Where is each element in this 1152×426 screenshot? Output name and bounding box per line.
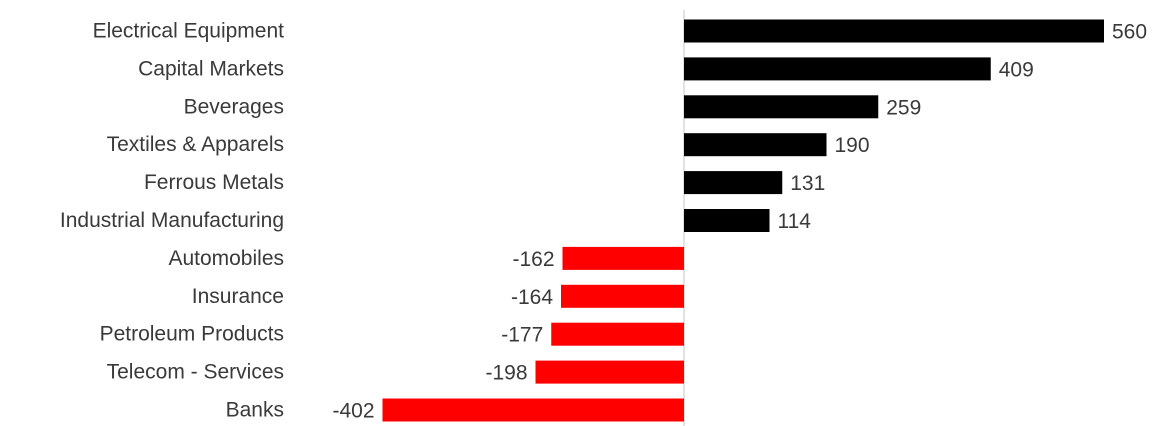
bar-insurance: [561, 284, 684, 308]
bars-group: [382, 19, 1104, 422]
value-label-telecom-services: -198: [485, 362, 527, 385]
category-label-electrical-equipment: Electrical Equipment: [93, 20, 285, 43]
category-label-industrial-manufacturing: Industrial Manufacturing: [60, 209, 284, 232]
category-label-automobiles: Automobiles: [168, 247, 284, 270]
value-label-petroleum-products: -177: [501, 324, 543, 347]
bar-textiles-and-apparels: [684, 133, 827, 157]
bar-banks: [382, 398, 684, 422]
value-label-beverages: 259: [886, 96, 921, 119]
bar-petroleum-products: [551, 322, 684, 346]
bar-electrical-equipment: [684, 19, 1104, 43]
category-label-textiles-and-apparels: Textiles & Apparels: [107, 133, 284, 156]
category-label-ferrous-metals: Ferrous Metals: [144, 171, 284, 194]
value-label-ferrous-metals: 131: [790, 172, 825, 195]
bar-automobiles: [562, 246, 684, 270]
value-labels: 560 409 259 190 131 114 -162 -164 -177 -198 -402: [332, 21, 1147, 423]
bar-ferrous-metals: [684, 171, 783, 195]
category-label-capital-markets: Capital Markets: [138, 57, 284, 80]
bar-beverages: [684, 95, 879, 119]
value-label-banks: -402: [332, 400, 374, 423]
value-label-electrical-equipment: 560: [1112, 21, 1147, 44]
value-label-capital-markets: 409: [999, 58, 1034, 81]
category-label-insurance: Insurance: [192, 285, 284, 308]
value-label-industrial-manufacturing: 114: [778, 210, 812, 233]
category-label-beverages: Beverages: [184, 95, 284, 118]
category-label-petroleum-products: Petroleum Products: [100, 323, 284, 346]
bar-industrial-manufacturing: [684, 209, 770, 232]
category-label-telecom-services: Telecom - Services: [107, 361, 284, 384]
bar-capital-markets: [684, 57, 991, 81]
value-label-automobiles: -162: [512, 248, 554, 271]
value-label-textiles-and-apparels: 190: [835, 134, 870, 157]
category-labels: Electrical Equipment Capital Markets Bever…: [60, 20, 284, 422]
bar-telecom-services: [535, 360, 684, 384]
value-label-insurance: -164: [511, 286, 553, 309]
category-label-banks: Banks: [226, 399, 284, 422]
